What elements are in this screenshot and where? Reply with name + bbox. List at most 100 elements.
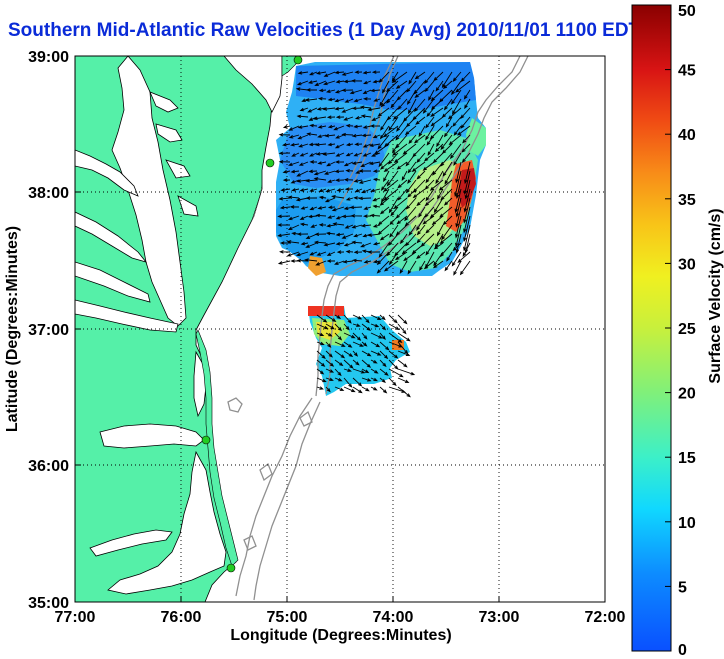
current-vector-arrow bbox=[427, 143, 435, 157]
current-vector-arrow bbox=[372, 177, 381, 182]
current-vector-arrow bbox=[415, 116, 426, 125]
current-vector-arrow bbox=[349, 205, 363, 210]
current-vector-arrow bbox=[352, 258, 363, 263]
current-vector-arrow bbox=[352, 386, 363, 394]
current-vector-arrow bbox=[362, 89, 372, 94]
current-vector-arrow bbox=[335, 178, 345, 182]
current-vector-arrow bbox=[424, 206, 435, 218]
current-vector-arrow bbox=[290, 142, 300, 147]
current-vector-arrow bbox=[370, 368, 379, 374]
current-vector-arrow bbox=[442, 215, 453, 226]
contour-loop-4 bbox=[299, 410, 313, 427]
station-marker bbox=[201, 435, 211, 445]
current-vector-arrow bbox=[295, 87, 309, 91]
current-vector-arrow bbox=[325, 188, 336, 193]
current-vector-arrow bbox=[324, 197, 336, 203]
current-vector-arrow bbox=[341, 71, 354, 76]
current-vector-arrow bbox=[370, 88, 381, 93]
coverage-south-red bbox=[308, 306, 344, 316]
current-vector-arrow bbox=[399, 233, 408, 245]
current-vector-arrow bbox=[289, 205, 300, 209]
current-vector-arrow bbox=[395, 224, 408, 236]
plot-title: Southern Mid-Atlantic Raw Velocities (1 … bbox=[8, 20, 641, 41]
current-vector-arrow bbox=[331, 194, 345, 199]
current-vector-arrow bbox=[376, 260, 390, 274]
current-vector-arrow bbox=[435, 170, 444, 185]
current-vector-arrow bbox=[445, 116, 453, 128]
current-vector-arrow bbox=[369, 143, 381, 148]
y-tick-label: 37:00 bbox=[28, 322, 69, 339]
current-vector-arrow bbox=[313, 240, 327, 245]
current-vector-arrow bbox=[308, 169, 318, 174]
current-vector-arrow bbox=[361, 332, 368, 340]
current-vector-arrow bbox=[397, 368, 416, 376]
current-vector-arrow bbox=[334, 314, 342, 319]
current-vector-arrow bbox=[335, 232, 345, 237]
current-vector-arrow bbox=[425, 125, 435, 141]
current-vector-arrow bbox=[352, 359, 360, 366]
y-tick-label: 39:00 bbox=[28, 49, 69, 66]
current-vector-arrow bbox=[379, 233, 390, 241]
current-vector-arrow bbox=[343, 116, 354, 121]
current-vector-arrow bbox=[313, 116, 327, 121]
current-vector-arrow bbox=[376, 251, 390, 266]
current-vector-arrow bbox=[334, 377, 343, 382]
current-vector-arrow bbox=[352, 377, 363, 387]
upper-bay-inlets bbox=[149, 91, 199, 217]
current-vector-arrow bbox=[379, 359, 387, 368]
current-vector-arrow bbox=[343, 377, 353, 388]
current-vector-arrow bbox=[463, 188, 471, 213]
current-vector-arrow bbox=[345, 142, 354, 147]
current-vector-arrow bbox=[325, 350, 333, 358]
colorbar-tick-label: 0 bbox=[678, 642, 687, 659]
current-vector-arrow bbox=[353, 179, 363, 183]
current-vector-arrow bbox=[372, 79, 381, 84]
current-vector-arrow bbox=[464, 98, 471, 110]
current-vector-arrow bbox=[325, 341, 332, 348]
current-vector-arrow bbox=[407, 260, 417, 275]
current-vector-arrow bbox=[361, 323, 372, 331]
current-vector-arrow bbox=[379, 125, 390, 140]
current-vector-arrow bbox=[378, 152, 390, 168]
current-vector-arrow bbox=[344, 98, 354, 103]
current-vector-arrow bbox=[442, 80, 453, 90]
y-tick-labels: 39:00 38:00 37:00 36:00 35:00 bbox=[28, 49, 69, 612]
current-vector-arrow bbox=[370, 386, 378, 391]
current-vector-arrow bbox=[430, 107, 444, 117]
current-vector-arrow bbox=[343, 359, 354, 369]
station-marker bbox=[293, 56, 303, 65]
current-vector-arrow bbox=[404, 125, 417, 136]
current-vector-arrow bbox=[389, 224, 399, 238]
current-vector-arrow bbox=[373, 98, 381, 102]
current-vector-arrow bbox=[430, 116, 444, 127]
current-vector-arrow bbox=[322, 152, 336, 156]
current-vector-arrow bbox=[369, 213, 381, 218]
current-vector-arrow bbox=[358, 196, 372, 201]
current-vector-arrow bbox=[315, 213, 327, 218]
current-vector-arrow bbox=[305, 196, 318, 200]
current-vector-arrow bbox=[322, 107, 336, 111]
current-vector-arrow bbox=[335, 134, 345, 139]
current-vector-arrow bbox=[431, 215, 444, 226]
current-vector-arrow bbox=[316, 377, 327, 383]
current-vector-arrow bbox=[434, 143, 444, 153]
current-vector-arrow bbox=[336, 250, 345, 254]
current-vector-arrow bbox=[455, 161, 462, 184]
current-vector-arrow bbox=[460, 107, 471, 119]
current-vector-arrow bbox=[444, 260, 453, 272]
current-vector-arrow bbox=[299, 188, 309, 192]
james-river bbox=[75, 299, 179, 333]
current-vector-arrow bbox=[461, 143, 471, 153]
current-vector-arrow bbox=[416, 152, 426, 163]
current-vector-arrow bbox=[314, 80, 327, 86]
current-vector-arrow bbox=[277, 214, 291, 219]
coverage-sw-spot bbox=[308, 256, 326, 276]
current-vector-arrow bbox=[377, 215, 390, 226]
current-vector-arrow bbox=[334, 368, 342, 377]
current-vector-arrow bbox=[395, 80, 408, 89]
current-vector-arrow bbox=[354, 142, 363, 147]
current-vector-arrow bbox=[463, 224, 471, 252]
current-vector-arrow bbox=[296, 232, 309, 236]
current-vector-arrow bbox=[336, 188, 345, 192]
station-marker bbox=[226, 563, 236, 573]
